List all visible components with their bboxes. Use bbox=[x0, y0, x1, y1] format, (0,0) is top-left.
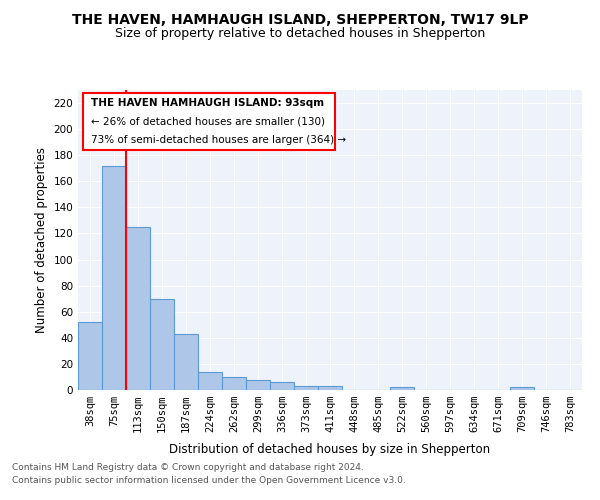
Y-axis label: Number of detached properties: Number of detached properties bbox=[35, 147, 48, 333]
Text: Contains public sector information licensed under the Open Government Licence v3: Contains public sector information licen… bbox=[12, 476, 406, 485]
FancyBboxPatch shape bbox=[83, 93, 335, 150]
Text: THE HAVEN HAMHAUGH ISLAND: 93sqm: THE HAVEN HAMHAUGH ISLAND: 93sqm bbox=[91, 98, 324, 108]
Text: Distribution of detached houses by size in Shepperton: Distribution of detached houses by size … bbox=[169, 442, 491, 456]
Text: 73% of semi-detached houses are larger (364) →: 73% of semi-detached houses are larger (… bbox=[91, 134, 346, 144]
Bar bbox=[222, 377, 246, 390]
Bar bbox=[150, 298, 174, 390]
Bar bbox=[390, 388, 414, 390]
Text: THE HAVEN, HAMHAUGH ISLAND, SHEPPERTON, TW17 9LP: THE HAVEN, HAMHAUGH ISLAND, SHEPPERTON, … bbox=[71, 12, 529, 26]
Bar bbox=[270, 382, 294, 390]
Bar bbox=[78, 322, 102, 390]
Bar bbox=[126, 227, 150, 390]
Bar bbox=[294, 386, 318, 390]
Bar bbox=[174, 334, 198, 390]
Bar bbox=[102, 166, 126, 390]
Bar bbox=[318, 386, 342, 390]
Text: Size of property relative to detached houses in Shepperton: Size of property relative to detached ho… bbox=[115, 28, 485, 40]
Bar bbox=[510, 388, 534, 390]
Bar bbox=[246, 380, 270, 390]
Bar bbox=[198, 372, 222, 390]
Text: Contains HM Land Registry data © Crown copyright and database right 2024.: Contains HM Land Registry data © Crown c… bbox=[12, 464, 364, 472]
Text: ← 26% of detached houses are smaller (130): ← 26% of detached houses are smaller (13… bbox=[91, 116, 325, 126]
